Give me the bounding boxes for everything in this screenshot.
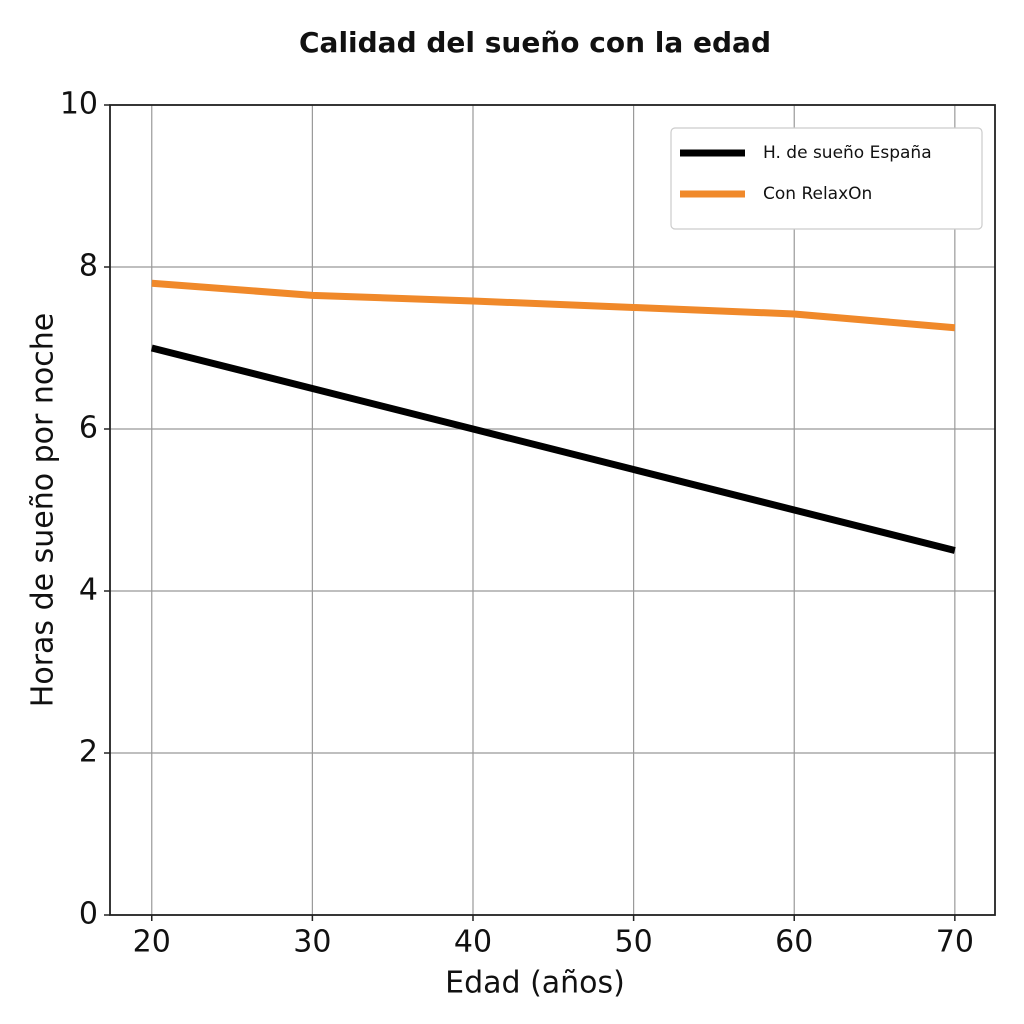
y-tick-label: 2 bbox=[79, 735, 98, 770]
y-tick-label: 6 bbox=[79, 411, 98, 446]
plot-frame bbox=[109, 104, 996, 916]
x-tick-label: 40 bbox=[454, 925, 492, 960]
y-axis-label: Horas de sueño por noche bbox=[26, 313, 61, 707]
y-tick-label: 8 bbox=[79, 249, 98, 284]
y-tick-label: 0 bbox=[79, 897, 98, 932]
legend-label: H. de sueño España bbox=[763, 143, 932, 163]
x-tick-label: 20 bbox=[133, 925, 171, 960]
y-tick-label: 10 bbox=[60, 87, 98, 122]
x-tick-label: 60 bbox=[775, 925, 813, 960]
legend-label: Con RelaxOn bbox=[763, 184, 872, 204]
legend-box bbox=[670, 127, 983, 230]
x-axis-label: Edad (años) bbox=[445, 966, 625, 1001]
chart-title: Calidad del sueño con la edad bbox=[299, 26, 771, 59]
x-tick-label: 50 bbox=[615, 925, 653, 960]
line-series bbox=[150, 344, 956, 554]
line-series bbox=[151, 279, 956, 332]
y-tick-label: 4 bbox=[79, 573, 98, 608]
x-tick-label: 70 bbox=[936, 925, 974, 960]
x-tick-label: 30 bbox=[293, 925, 331, 960]
